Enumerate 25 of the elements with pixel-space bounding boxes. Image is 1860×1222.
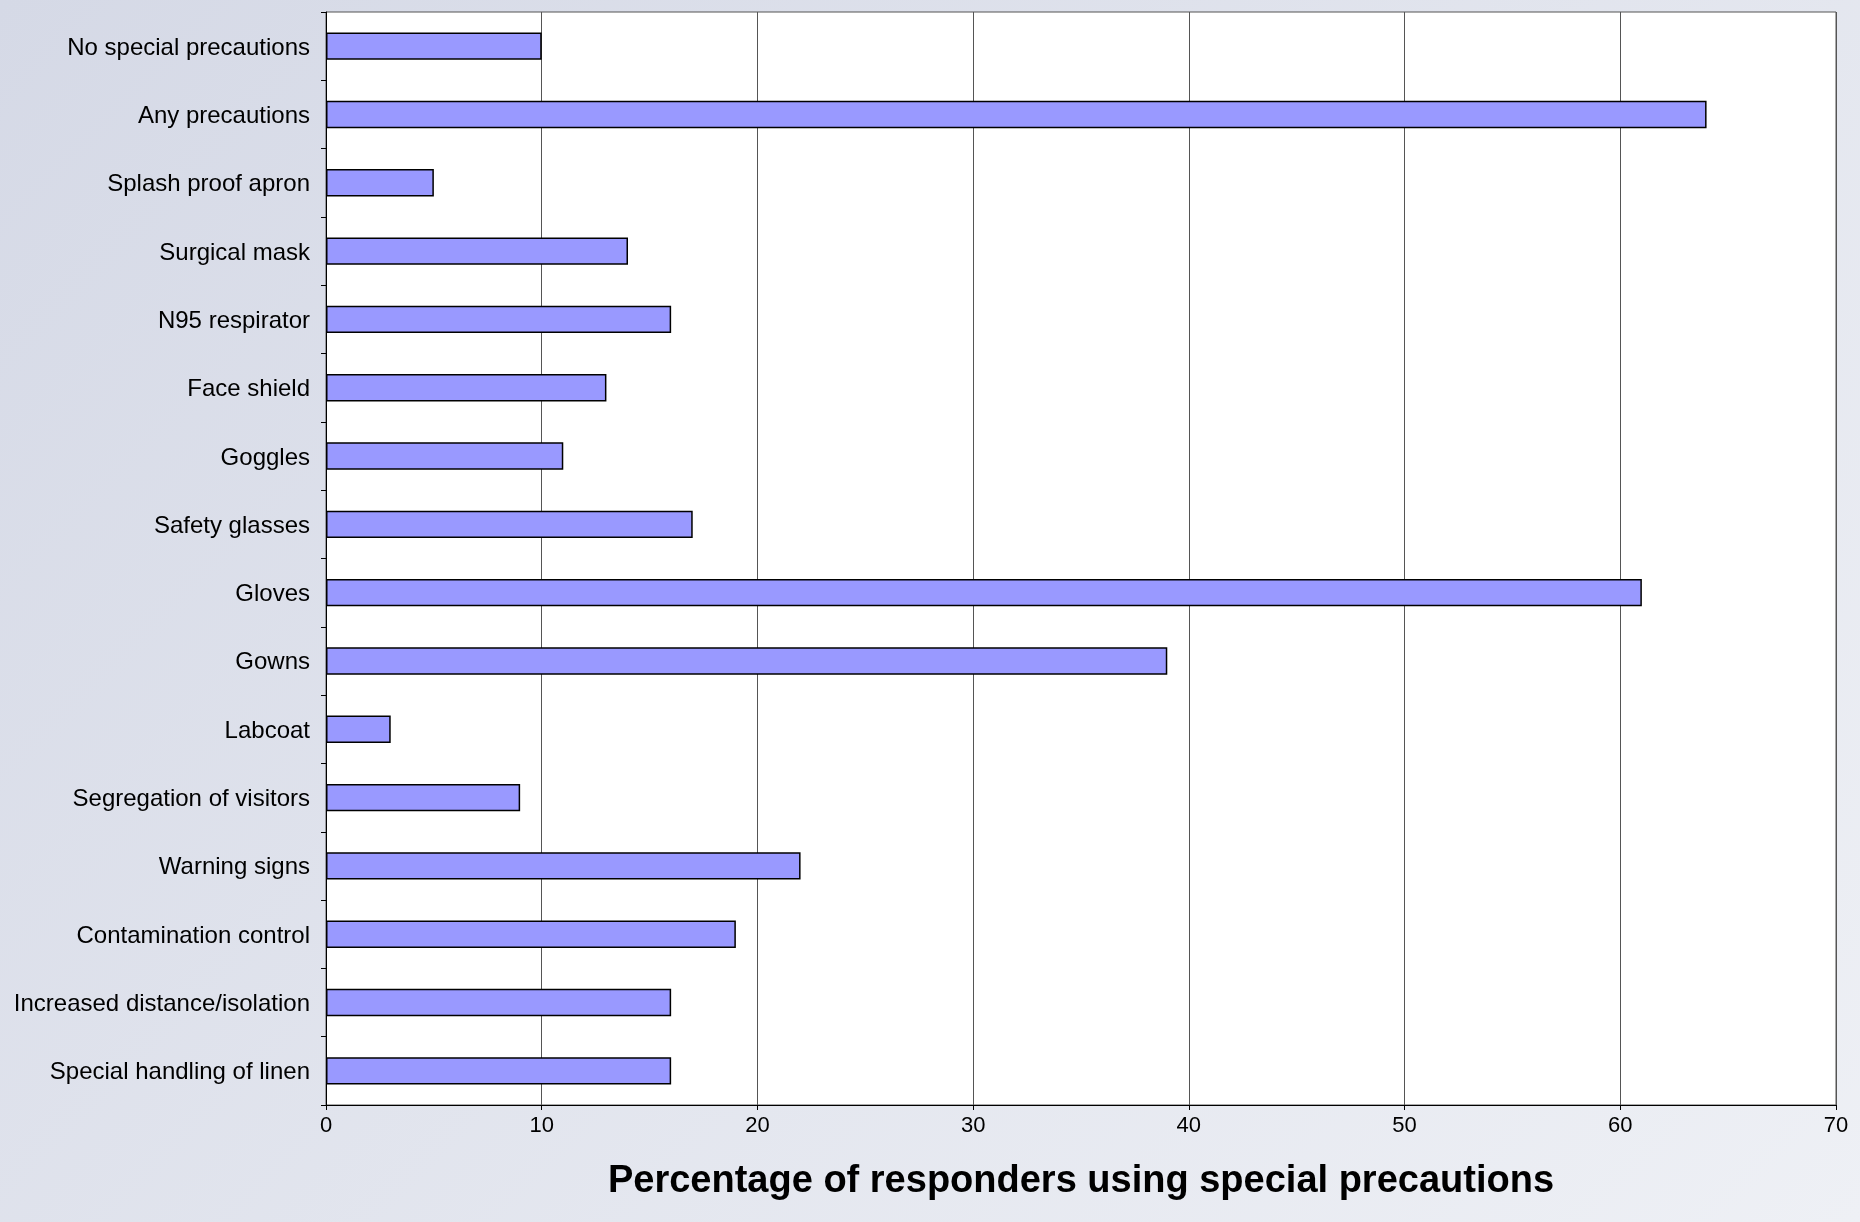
y-tick-label: Gloves (235, 579, 310, 607)
y-tick-label: Special handling of linen (49, 1057, 310, 1085)
y-tick-label: Labcoat (224, 715, 311, 743)
y-tick-label: Surgical mask (159, 237, 311, 265)
y-tick-label: Increased distance/isolation (13, 989, 310, 1017)
x-tick-label: 20 (745, 1111, 770, 1137)
y-tick-label: Face shield (187, 374, 310, 402)
y-tick-label: Splash proof apron (107, 169, 310, 197)
x-tick-label: 50 (1392, 1111, 1417, 1137)
x-axis-title: Percentage of responders using special precautions (607, 1158, 1555, 1200)
y-tick-label: N95 respirator (157, 305, 311, 333)
y-tick-label: Goggles (220, 442, 310, 470)
y-tick-label: Any precautions (137, 100, 310, 128)
y-tick-label: Safety glasses (153, 510, 310, 538)
y-tick-label: No special precautions (67, 32, 310, 60)
x-tick-label: 60 (1608, 1111, 1633, 1137)
x-tick-label: 0 (319, 1111, 333, 1137)
x-tick-label: 40 (1176, 1111, 1202, 1137)
x-tick-label: 30 (960, 1111, 986, 1137)
x-tick-label: 70 (1823, 1111, 1849, 1137)
y-tick-label: Segregation of visitors (72, 784, 310, 812)
y-tick-label: Gowns (235, 647, 310, 675)
x-tick-label: 10 (529, 1111, 554, 1137)
y-tick-label: Warning signs (158, 852, 310, 880)
y-tick-label: Contamination control (76, 920, 310, 948)
